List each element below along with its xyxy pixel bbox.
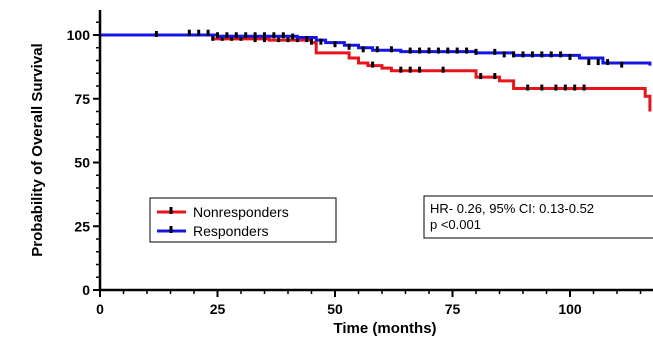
y-tick-label: 100 [67, 27, 91, 43]
legend-label-nonresponders: Nonresponders [193, 204, 289, 220]
censor-mark-responders [216, 32, 219, 39]
x-tick-label: 75 [445, 301, 461, 317]
censor-mark-nonresponders [582, 84, 586, 91]
censor-mark-responders [333, 41, 337, 48]
censor-mark-responders [559, 51, 563, 58]
censor-mark-nonresponders [211, 34, 215, 41]
x-tick-label: 0 [96, 301, 104, 317]
censor-mark-nonresponders [230, 34, 234, 41]
annotation-box [423, 195, 653, 239]
censor-mark-responders [319, 38, 323, 45]
y-tick-label: 25 [74, 218, 90, 234]
censor-mark-responders [197, 29, 201, 36]
y-axis-title: Probability of Overall Survival [29, 43, 46, 256]
censor-mark-nonresponders [493, 73, 497, 80]
legend: Nonresponders Responders [149, 197, 337, 243]
annotation-hr-text: HR- 0.26, 95% CI: 0.13-0.52 [430, 201, 594, 216]
censor-mark-nonresponders [263, 36, 266, 43]
censor-mark-responders [361, 46, 365, 53]
censor-mark-responders [375, 46, 379, 53]
censor-mark-responders [620, 61, 624, 68]
censor-mark-responders [263, 32, 266, 39]
censor-mark-nonresponders [220, 34, 224, 41]
censor-mark-nonresponders [253, 36, 257, 43]
censor-mark-responders [512, 51, 516, 58]
censor-mark-responders [253, 32, 257, 39]
censor-mark-nonresponders [554, 84, 558, 91]
censor-mark-responders [206, 29, 210, 36]
censor-mark-responders [502, 51, 506, 58]
series-line-nonresponders [100, 33, 652, 112]
censor-mark-nonresponders [540, 84, 544, 91]
axes: 0 25 50 75 100 0 25 50 75 100 [67, 10, 653, 317]
stats-annotation: HR- 0.26, 95% CI: 0.13-0.52 p <0.001 [423, 195, 653, 239]
annotation-p-text: p <0.001 [430, 217, 481, 232]
censor-mark-responders [187, 29, 191, 36]
censor-mark-responders [436, 47, 440, 54]
censor-mark-responders [549, 51, 553, 58]
censor-mark-responders [455, 47, 459, 54]
censor-mark-responders [446, 47, 450, 54]
legend-censor-nonresponders [169, 207, 173, 214]
censor-mark-nonresponders [277, 36, 281, 43]
censor-mark-responders [530, 51, 534, 58]
censor-mark-responders [244, 32, 248, 39]
x-axis-title: Time (months) [333, 320, 436, 337]
censor-mark-responders [225, 32, 229, 39]
censor-mark-responders [389, 46, 393, 53]
censor-mark-responders [291, 33, 295, 40]
y-tick-label: 75 [74, 91, 90, 107]
censor-mark-responders [568, 53, 572, 60]
censor-mark-nonresponders [441, 66, 445, 73]
legend-label-responders: Responders [193, 223, 269, 239]
censor-mark-nonresponders [526, 84, 530, 91]
censor-mark-responders [427, 47, 431, 54]
x-tick-label: 100 [558, 301, 582, 317]
censor-mark-nonresponders [479, 73, 483, 80]
censor-mark-nonresponders [371, 61, 375, 68]
legend-box [149, 197, 337, 243]
censor-mark-responders [521, 51, 525, 58]
y-tick-label: 0 [82, 282, 90, 298]
censor-mark-responders [281, 32, 285, 39]
censor-mark-responders [587, 59, 591, 66]
y-tick-label: 50 [74, 155, 90, 171]
censor-mark-responders [474, 48, 478, 55]
censor-mark-nonresponders [573, 84, 577, 91]
censor-mark-nonresponders [399, 66, 403, 73]
censor-mark-responders [234, 32, 238, 39]
plot-area [100, 29, 652, 112]
censor-mark-responders [154, 31, 158, 37]
censor-mark-nonresponders [563, 84, 567, 91]
censor-mark-nonresponders [239, 34, 243, 41]
censor-mark-responders [347, 43, 351, 50]
x-tick-label: 25 [210, 301, 226, 317]
censor-mark-responders [540, 51, 544, 58]
series-line-responders [100, 33, 652, 66]
censor-mark-nonresponders [418, 66, 422, 73]
censor-mark-nonresponders [295, 36, 299, 43]
censor-mark-responders [493, 48, 497, 55]
censor-mark-responders [606, 59, 610, 66]
censor-mark-responders [596, 59, 600, 66]
censor-mark-nonresponders [286, 36, 290, 43]
censor-mark-responders [465, 47, 469, 54]
legend-censor-responders [169, 226, 173, 233]
x-tick-label: 50 [327, 301, 343, 317]
censor-mark-responders [418, 47, 422, 54]
censor-mark-responders [408, 47, 412, 54]
censor-mark-responders [305, 36, 309, 43]
censor-mark-nonresponders [310, 38, 313, 45]
censor-mark-responders [272, 32, 276, 39]
censor-mark-nonresponders [408, 66, 412, 73]
